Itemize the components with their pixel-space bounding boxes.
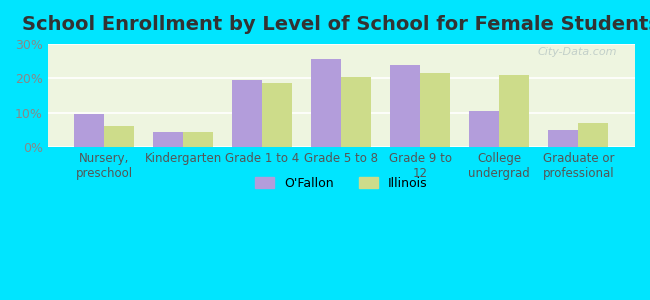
Bar xyxy=(105,127,135,147)
Bar xyxy=(183,132,213,147)
Bar xyxy=(391,64,421,147)
Bar xyxy=(578,123,608,147)
Text: City-Data.com: City-Data.com xyxy=(538,47,617,57)
Bar xyxy=(75,114,105,147)
Bar xyxy=(153,132,183,147)
Bar xyxy=(233,80,263,147)
Legend: O'Fallon, Illinois: O'Fallon, Illinois xyxy=(250,172,432,195)
Bar xyxy=(311,59,341,147)
Title: School Enrollment by Level of School for Female Students: School Enrollment by Level of School for… xyxy=(23,15,650,34)
Bar xyxy=(469,111,499,147)
Bar xyxy=(263,83,292,147)
Bar xyxy=(549,130,578,147)
Bar xyxy=(499,75,529,147)
Bar xyxy=(421,73,450,147)
Bar xyxy=(341,76,371,147)
